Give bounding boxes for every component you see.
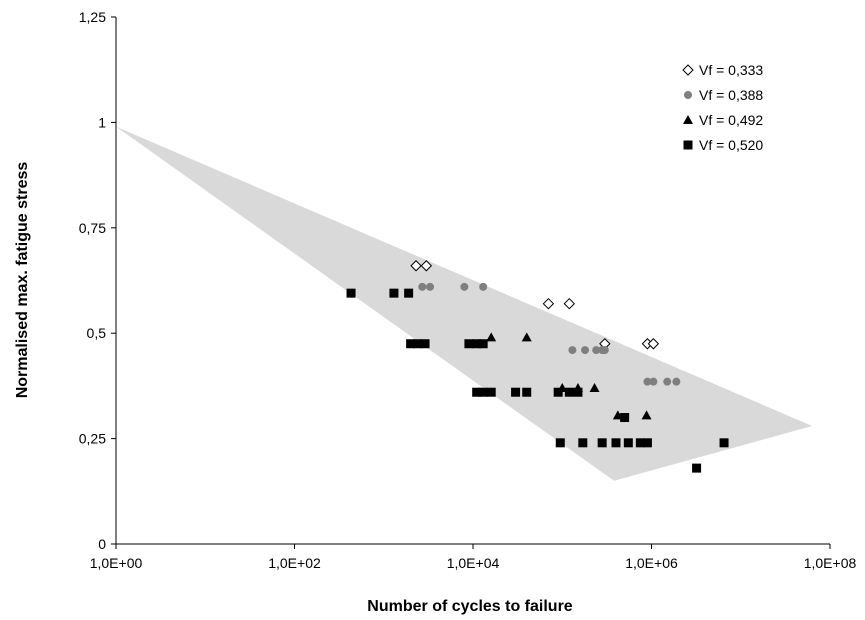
- data-point: [643, 377, 652, 386]
- data-point: [346, 288, 356, 298]
- y-tick-label: 0: [98, 536, 106, 552]
- series-4: [346, 288, 729, 473]
- data-point: [597, 438, 607, 448]
- data-point: [611, 438, 621, 448]
- x-tick-label: 1,0E+04: [447, 555, 500, 571]
- legend-marker: [684, 91, 692, 99]
- data-point: [600, 346, 609, 355]
- data-point: [426, 282, 435, 291]
- legend-label: Vf = 0,333: [699, 62, 763, 78]
- x-tick-label: 1,0E+08: [804, 555, 857, 571]
- y-tick-label: 0,25: [79, 431, 106, 447]
- data-point: [404, 288, 414, 298]
- data-point: [635, 438, 645, 448]
- data-point: [642, 438, 652, 448]
- data-point: [692, 463, 702, 473]
- data-point: [719, 438, 729, 448]
- legend-marker: [682, 64, 694, 76]
- legend-label: Vf = 0,492: [699, 112, 763, 128]
- data-point: [413, 339, 423, 349]
- axis-ticks: 0 0,25 0,5 0,75 1 1,25 1,0E+00 1,0E+02 1,0E+04 1,…: [79, 9, 857, 571]
- legend-marker: [683, 140, 693, 150]
- data-point: [592, 346, 601, 355]
- y-tick-label: 1: [98, 114, 106, 130]
- data-point: [406, 339, 416, 349]
- data-point: [511, 387, 521, 397]
- data-point: [647, 338, 660, 350]
- data-point: [649, 377, 658, 386]
- data-point: [620, 413, 630, 423]
- data-point: [410, 260, 422, 272]
- y-axis-title: Normalised max. fatigue stress: [14, 162, 31, 399]
- data-point: [573, 387, 583, 397]
- data-point: [472, 339, 482, 349]
- series-1: [410, 260, 660, 350]
- data-point: [672, 377, 681, 386]
- data-point: [460, 282, 469, 291]
- data-point: [563, 297, 576, 310]
- data-point: [389, 288, 399, 298]
- data-point: [420, 339, 430, 349]
- series-2: [418, 282, 681, 386]
- data-point: [478, 387, 488, 397]
- data-point: [486, 332, 497, 342]
- data-point: [478, 339, 488, 349]
- data-point: [522, 387, 532, 397]
- legend-marker: [683, 115, 693, 124]
- data-point: [486, 387, 496, 397]
- x-tick-label: 1,0E+02: [268, 555, 321, 571]
- legend-label: Vf = 0,520: [699, 137, 763, 153]
- data-point: [521, 332, 532, 342]
- data-point: [589, 383, 600, 393]
- data-point: [641, 410, 652, 420]
- data-point: [542, 297, 555, 310]
- data-point: [564, 387, 574, 397]
- x-tick-label: 1,0E+00: [90, 555, 143, 571]
- x-tick-label: 1,0E+06: [625, 555, 678, 571]
- data-point: [418, 282, 427, 291]
- scatter-band: [116, 126, 813, 481]
- data-point: [623, 438, 633, 448]
- scatter-band-area: [116, 126, 813, 481]
- data-point: [464, 339, 474, 349]
- data-points: [346, 260, 729, 473]
- data-point: [553, 387, 563, 397]
- data-point: [568, 346, 577, 355]
- data-point: [663, 377, 672, 386]
- data-point: [555, 438, 565, 448]
- y-tick-label: 0,5: [87, 325, 107, 341]
- data-point: [578, 438, 588, 448]
- x-axis-title: Number of cycles to failure: [367, 598, 572, 615]
- y-tick-label: 0,75: [79, 220, 106, 236]
- y-tick-label: 1,25: [79, 9, 106, 25]
- legend-label: Vf = 0,388: [699, 87, 763, 103]
- data-point: [472, 387, 482, 397]
- data-point: [479, 282, 488, 291]
- legend: Vf = 0,333 Vf = 0,388 Vf = 0,492 Vf = 0,520: [682, 62, 763, 153]
- data-point: [420, 260, 433, 272]
- data-point: [581, 346, 590, 355]
